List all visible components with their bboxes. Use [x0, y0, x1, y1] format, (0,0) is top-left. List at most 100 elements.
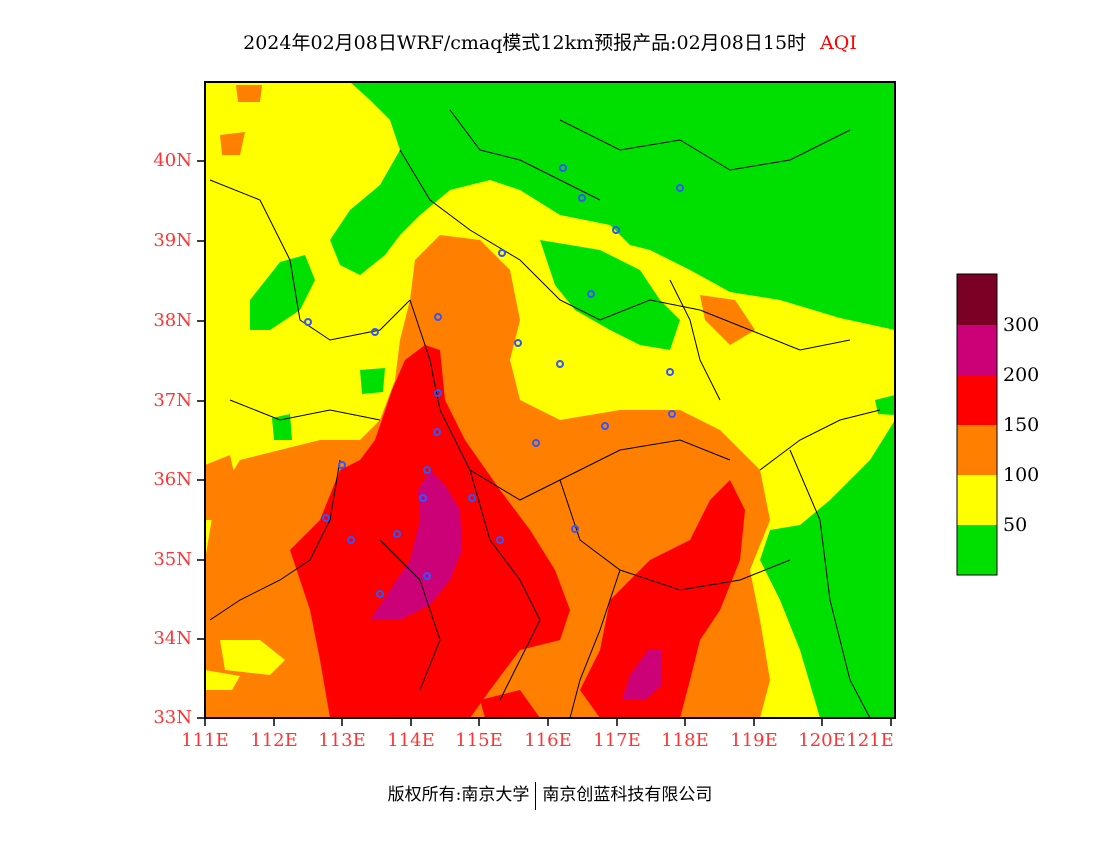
boundary-line [759, 409, 881, 471]
city-marker [587, 290, 595, 298]
legend-frame [956, 273, 998, 576]
city-marker [666, 368, 674, 376]
lat-label-40n: 40N [153, 150, 192, 171]
aqi-green-patch-2 [272, 414, 292, 440]
city-marker [514, 339, 522, 347]
lon-label-116e: 116E [524, 730, 572, 751]
lon-label-120e: 120E [798, 730, 846, 751]
city-marker [532, 439, 540, 447]
city-marker [423, 466, 431, 474]
lon-label-114e: 114E [387, 730, 435, 751]
city-marker [434, 313, 442, 321]
aqi-magenta-east [622, 650, 662, 700]
city-marker [434, 389, 442, 397]
map-title: 2024年02月08日WRF/cmaq模式12km预报产品:02月08日15时 A… [0, 28, 1100, 55]
lon-label-111e: 111E [181, 730, 229, 751]
legend-label-300: 300 [1003, 314, 1040, 336]
city-marker [578, 194, 586, 202]
aqi-green-patch [360, 368, 385, 394]
aqi-orange-west [205, 455, 240, 520]
city-marker [468, 494, 476, 502]
legend-label-150: 150 [1003, 414, 1040, 436]
map-frame [204, 81, 896, 719]
copyright-right: 南京创蓝科技有限公司 [542, 785, 713, 805]
boundary-line [399, 149, 851, 351]
boundary-line [379, 539, 441, 691]
copyright-separator [535, 781, 537, 810]
copyright-left: 版权所有:南京大学 [387, 785, 530, 805]
legend-swatch-hazardous [957, 274, 997, 325]
lon-label-113e: 113E [318, 730, 366, 751]
boundary-line [789, 449, 871, 718]
lat-label-37n: 37N [153, 390, 192, 411]
boundary-line [559, 479, 791, 591]
legend-label-100: 100 [1003, 464, 1040, 486]
aqi-green-north-lobe [540, 240, 680, 350]
lon-label-115e: 115E [455, 730, 503, 751]
aqi-yellow-patch-sw [220, 640, 285, 675]
title-tag-aqi: AQI [820, 32, 857, 54]
boundary-line [209, 179, 411, 341]
city-marker [376, 590, 384, 598]
city-marker [393, 530, 401, 538]
city-marker [304, 318, 312, 326]
city-marker [338, 461, 346, 469]
city-marker [498, 249, 506, 257]
city-marker [371, 328, 379, 336]
lat-label-35n: 35N [153, 549, 192, 570]
aqi-red-east [580, 480, 745, 718]
lat-label-39n: 39N [153, 230, 192, 251]
lat-label-34n: 34N [153, 628, 192, 649]
city-marker [601, 422, 609, 430]
axis-ticks [197, 160, 892, 726]
aqi-green-north [330, 82, 895, 330]
lat-label-36n: 36N [153, 469, 192, 490]
city-marker [322, 514, 330, 522]
lon-label-118e: 118E [661, 730, 709, 751]
boundary-lines [209, 109, 881, 718]
boundary-line [449, 109, 601, 201]
aqi-green-west [250, 255, 315, 330]
boundary-line [409, 299, 731, 501]
legend-swatch-unhealthy [957, 375, 997, 425]
city-markers [304, 164, 684, 598]
copyright-footer: 版权所有:南京大学 南京创蓝科技有限公司 [0, 780, 1100, 810]
aqi-orange-patch-nw [220, 132, 245, 155]
legend-colorbar [956, 273, 998, 576]
city-marker [423, 572, 431, 580]
aqi-red-south [480, 690, 540, 718]
boundary-line [229, 399, 381, 421]
city-marker [496, 536, 504, 544]
city-marker [347, 536, 355, 544]
legend-label-50: 50 [1003, 514, 1028, 536]
aqi-yellow-patch-sw2 [205, 670, 240, 690]
city-marker [612, 226, 620, 234]
aqi-field [205, 82, 895, 718]
boundary-line [469, 469, 541, 701]
lon-label-119e: 119E [730, 730, 778, 751]
title-text: 2024年02月08日WRF/cmaq模式12km预报产品:02月08日15时 [243, 32, 807, 54]
boundary-line [209, 459, 341, 621]
boundary-line [559, 119, 851, 171]
city-marker [571, 525, 579, 533]
legend-swatch-moderate [957, 475, 997, 525]
legend-swatch-very-unhealthy [957, 325, 997, 375]
city-marker [676, 184, 684, 192]
lat-label-33n: 33N [153, 707, 192, 728]
aqi-magenta-central [370, 470, 462, 620]
city-marker [556, 360, 564, 368]
lat-label-38n: 38N [153, 310, 192, 331]
boundary-line [669, 279, 721, 401]
lon-label-112e: 112E [250, 730, 298, 751]
legend-swatch-good [957, 525, 997, 575]
legend-label-200: 200 [1003, 364, 1040, 386]
legend-swatch-sensitive [957, 425, 997, 475]
city-marker [668, 410, 676, 418]
city-marker [433, 428, 441, 436]
lon-label-117e: 117E [593, 730, 641, 751]
lon-label-121e: 121E [846, 730, 894, 751]
city-marker [419, 494, 427, 502]
aqi-orange-patch-ne [700, 295, 755, 345]
boundary-line [569, 569, 621, 718]
